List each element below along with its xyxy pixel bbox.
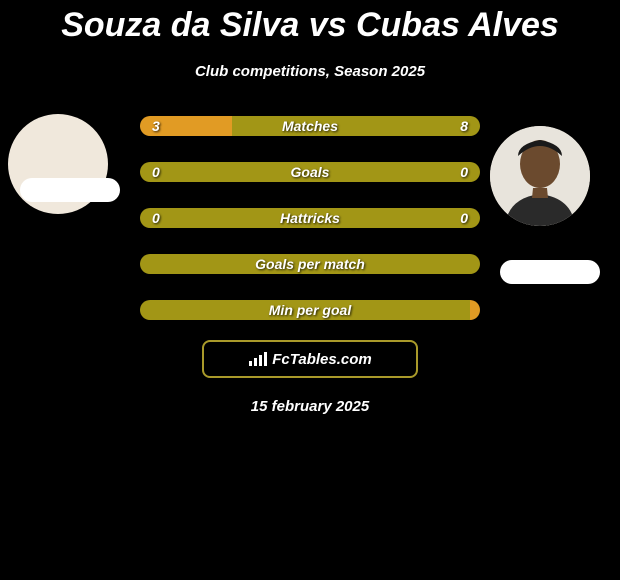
- stat-label: Goals: [140, 164, 480, 180]
- player-right-avatar: [490, 126, 590, 226]
- player-right-flag: [500, 260, 600, 284]
- stat-label: Goals per match: [140, 256, 480, 272]
- branding-box: FcTables.com: [202, 340, 418, 378]
- chart-icon: [248, 351, 268, 367]
- stat-label: Hattricks: [140, 210, 480, 226]
- player-photo-icon: [490, 126, 590, 226]
- page-title: Souza da Silva vs Cubas Alves: [0, 0, 620, 45]
- stat-row: Min per goal: [140, 300, 480, 320]
- stat-row: Goals per match: [140, 254, 480, 274]
- stat-row: 00Goals: [140, 162, 480, 182]
- branding-text: FcTables.com: [272, 351, 371, 368]
- stat-row: 38Matches: [140, 116, 480, 136]
- stat-label: Min per goal: [140, 302, 480, 318]
- page-date: 15 february 2025: [0, 398, 620, 415]
- stat-label: Matches: [140, 118, 480, 134]
- page-subtitle: Club competitions, Season 2025: [0, 63, 620, 80]
- stat-row: 00Hattricks: [140, 208, 480, 228]
- player-left-flag: [20, 178, 120, 202]
